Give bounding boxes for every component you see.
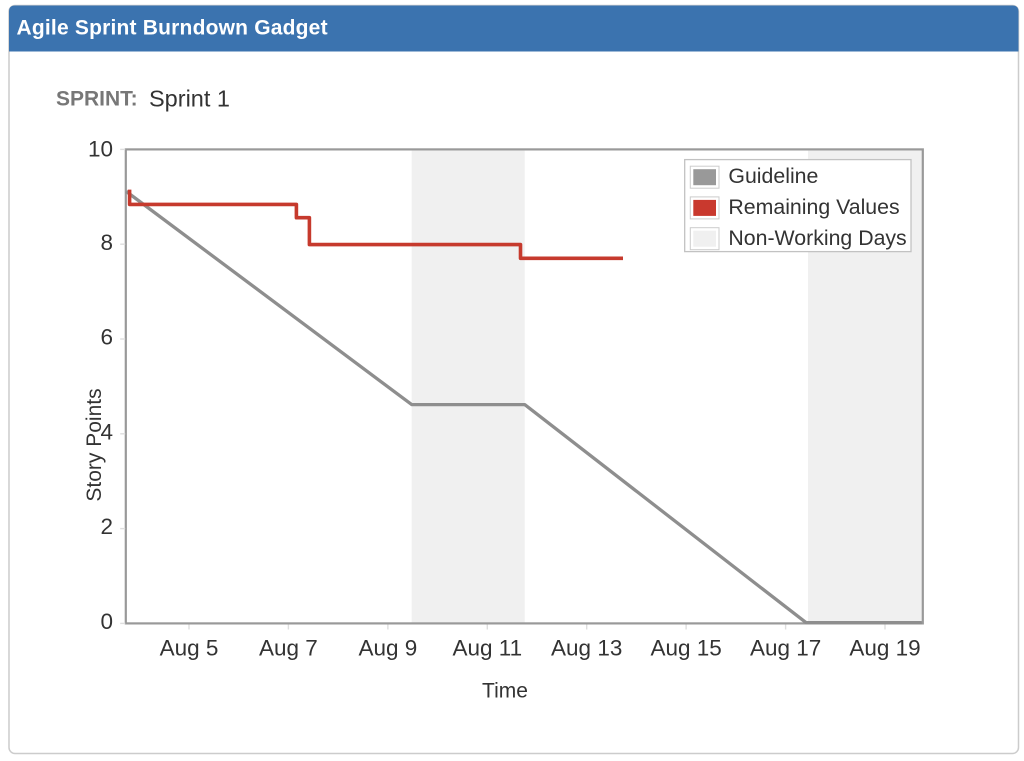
svg-text:Aug 5: Aug 5 xyxy=(160,636,219,661)
svg-text:Aug 17: Aug 17 xyxy=(750,636,821,661)
svg-text:SPRINT:: SPRINT: xyxy=(56,88,138,111)
svg-text:0: 0 xyxy=(100,609,113,634)
svg-text:Agile Sprint Burndown Gadget: Agile Sprint Burndown Gadget xyxy=(17,17,328,40)
svg-text:Aug 7: Aug 7 xyxy=(259,636,318,661)
svg-text:Aug 13: Aug 13 xyxy=(551,636,622,661)
svg-text:Aug 15: Aug 15 xyxy=(650,636,721,661)
svg-text:10: 10 xyxy=(88,137,113,162)
svg-text:8: 8 xyxy=(100,230,113,255)
svg-text:Aug 11: Aug 11 xyxy=(452,636,522,661)
svg-text:Aug 9: Aug 9 xyxy=(358,636,417,661)
svg-text:4: 4 xyxy=(100,419,113,444)
svg-text:6: 6 xyxy=(100,325,113,350)
svg-text:Remaining Values: Remaining Values xyxy=(728,195,899,219)
svg-text:Aug 19: Aug 19 xyxy=(849,636,920,661)
svg-text:Story Points: Story Points xyxy=(83,388,106,501)
svg-text:Sprint 1: Sprint 1 xyxy=(149,86,230,112)
svg-text:Time: Time xyxy=(482,679,528,702)
svg-text:Non-Working Days: Non-Working Days xyxy=(728,226,906,250)
svg-text:2: 2 xyxy=(100,514,113,539)
svg-text:Guideline: Guideline xyxy=(728,164,818,188)
